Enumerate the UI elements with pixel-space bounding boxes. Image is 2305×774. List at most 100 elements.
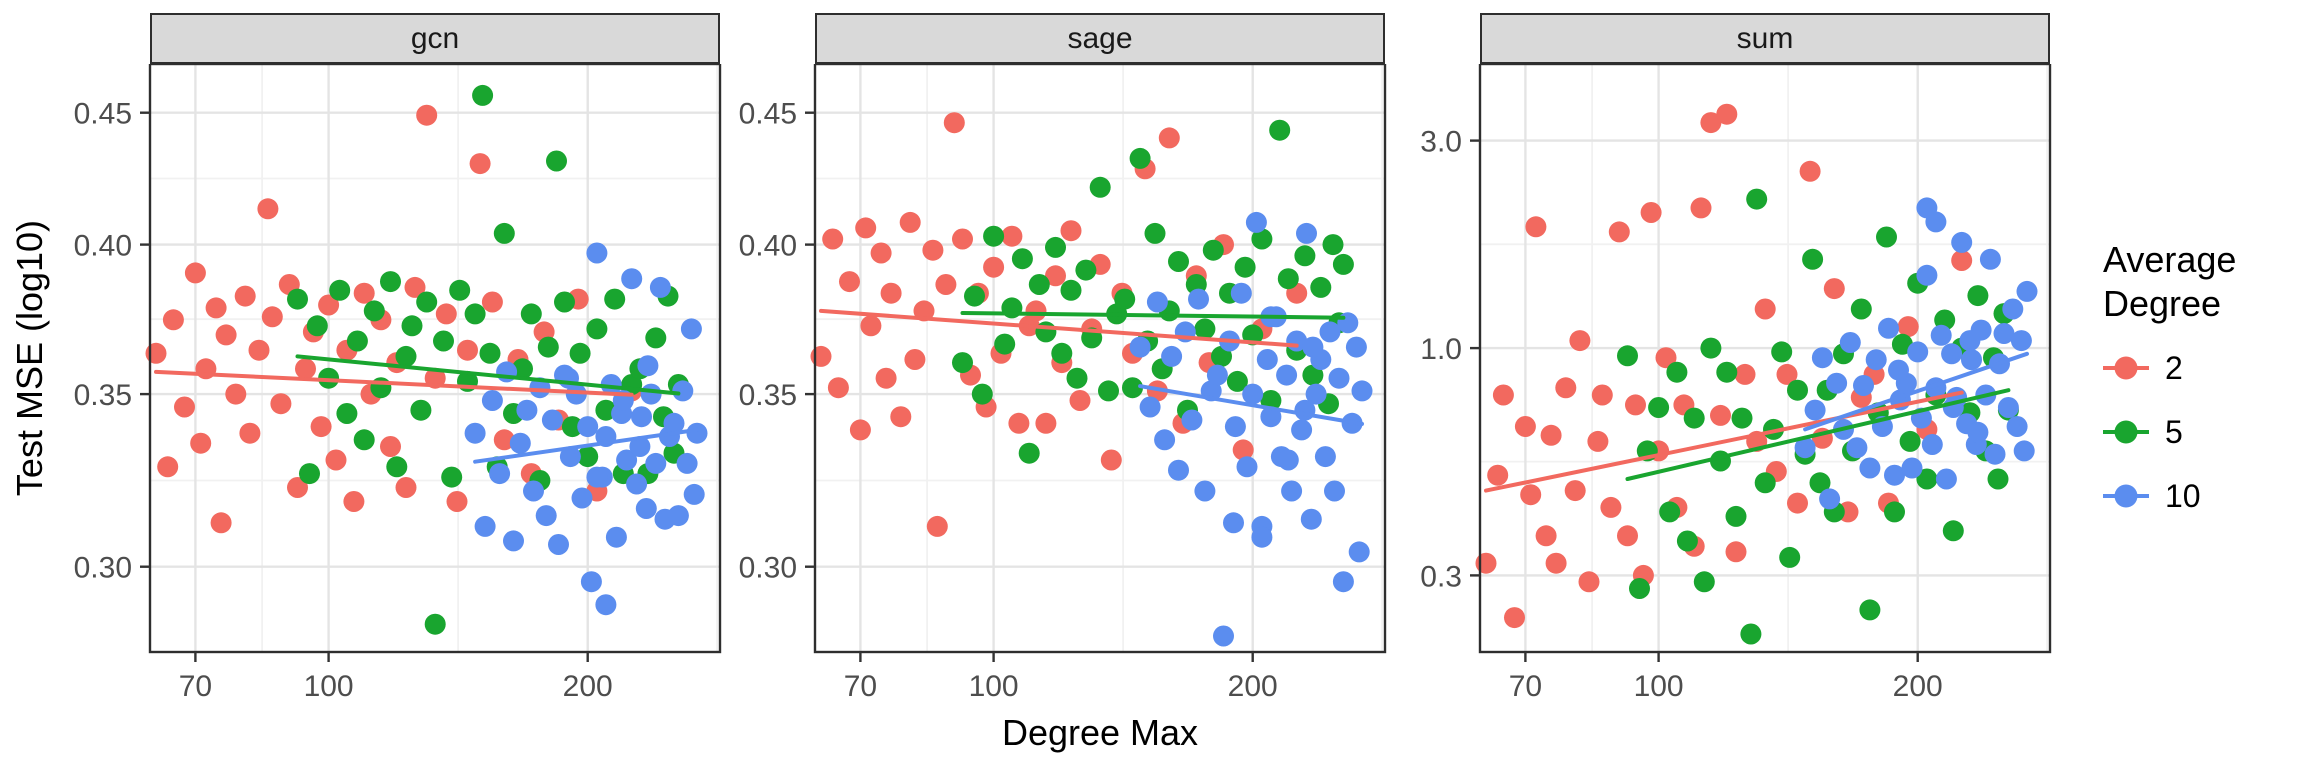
data-point (1930, 324, 1952, 346)
data-point (1564, 480, 1586, 502)
data-point (1520, 484, 1542, 506)
facet-panel-sum: 70 100 200 3.0 1.0 0.3 (1420, 64, 2052, 703)
trend-line-degree-10 (473, 427, 699, 464)
data-point (261, 306, 283, 328)
data-point (1223, 512, 1244, 534)
data-point (1897, 316, 1919, 338)
data-point (1617, 525, 1638, 547)
data-point (1224, 416, 1246, 438)
data-point (410, 399, 432, 421)
data-point (1794, 437, 1816, 459)
data-point (1888, 359, 1909, 381)
data-point (1734, 363, 1756, 385)
data-point (493, 222, 515, 244)
data-point (1158, 127, 1180, 149)
data-point (520, 303, 542, 325)
data-point (626, 473, 648, 495)
data-point (1001, 225, 1023, 247)
data-point (1188, 288, 1209, 310)
data-point (577, 416, 599, 438)
y-tick-label: 1.0 (1420, 333, 1462, 366)
data-point (548, 534, 569, 555)
data-point (1859, 457, 1881, 479)
data-point (952, 228, 973, 250)
data-point (380, 436, 401, 457)
data-point (1161, 345, 1183, 367)
data-point (1269, 119, 1291, 141)
data-point (1302, 364, 1324, 386)
facet-strip-gcn: gcn (150, 13, 720, 64)
data-point (1504, 607, 1525, 629)
data-point (1035, 412, 1057, 434)
data-point (600, 374, 622, 395)
data-point (1277, 268, 1299, 290)
data-point (1251, 228, 1273, 250)
data-point (1098, 380, 1119, 402)
data-point (287, 288, 308, 310)
data-point (1608, 221, 1630, 243)
data-point (849, 419, 871, 441)
data-point (943, 112, 965, 134)
points-degree-10 (1129, 211, 1373, 647)
data-point (1294, 245, 1316, 267)
data-point (683, 483, 705, 505)
legend-item-label: 2 (2165, 349, 2183, 386)
data-point (1154, 429, 1176, 451)
data-point (205, 297, 227, 319)
data-point (875, 367, 897, 389)
data-point (416, 291, 438, 313)
data-point (1640, 202, 1662, 223)
data-point (1587, 430, 1609, 452)
data-point (1302, 336, 1324, 358)
data-point (586, 318, 608, 340)
data-point (1787, 492, 1808, 514)
data-point (295, 358, 316, 380)
data-point (1328, 367, 1350, 389)
panel-border (1478, 64, 2052, 654)
data-point (1648, 397, 1670, 418)
data-point (2002, 298, 2024, 320)
data-point (441, 466, 463, 488)
data-point (1168, 251, 1189, 272)
data-point (346, 330, 368, 352)
data-point (424, 613, 446, 635)
data-point (1144, 222, 1166, 244)
data-point (2010, 330, 2032, 352)
data-point (489, 463, 511, 485)
data-point (649, 276, 671, 298)
data-point (353, 282, 375, 304)
data-point (586, 466, 608, 488)
data-point (586, 242, 608, 264)
data-point (210, 512, 232, 534)
data-point (1683, 407, 1705, 429)
data-point (952, 352, 973, 374)
data-point (1987, 468, 2009, 490)
data-point (1168, 459, 1189, 481)
data-point (1226, 370, 1248, 392)
data-point (1337, 312, 1359, 334)
x-tick-label: 100 (304, 670, 354, 703)
data-point (1993, 323, 2015, 344)
data-point (1776, 363, 1798, 385)
legend: Average Degree 2 5 10 (2103, 238, 2236, 518)
data-point (1045, 236, 1066, 258)
data-point (1901, 457, 1923, 479)
data-point (449, 279, 471, 301)
data-point (645, 327, 667, 349)
y-tick-label: 0.35 (74, 379, 132, 412)
data-point (537, 336, 559, 358)
data-point (404, 276, 426, 298)
y-tick-label: 3.0 (1420, 126, 1462, 159)
legend-item-2: 2 (2103, 346, 2236, 390)
data-point (663, 412, 685, 434)
data-point (1839, 332, 1861, 353)
data-point (343, 491, 365, 512)
data-point (1716, 361, 1738, 383)
data-point (1690, 197, 1712, 219)
trend-line-degree-2 (1484, 390, 1964, 493)
data-point (1045, 265, 1066, 287)
data-point (1859, 599, 1881, 621)
data-point (1066, 367, 1088, 389)
data-point (1725, 541, 1747, 563)
